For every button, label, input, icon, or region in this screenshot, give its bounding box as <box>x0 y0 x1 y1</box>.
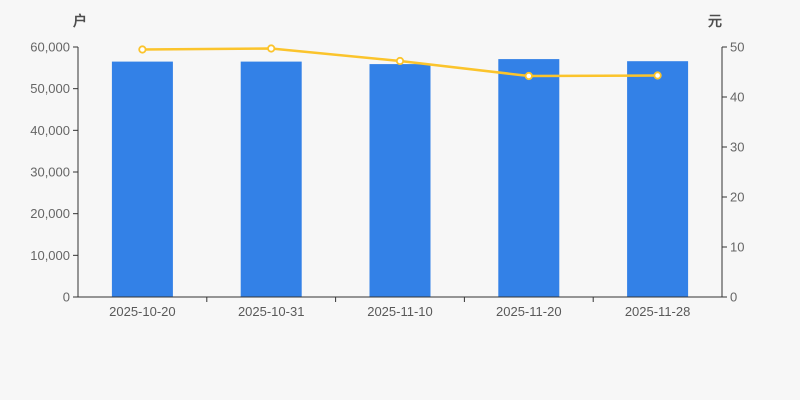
bar[interactable] <box>627 61 689 298</box>
bar[interactable] <box>240 61 302 297</box>
right-axis-tick-label: 20 <box>730 190 744 205</box>
left-axis-tick-label: 60,000 <box>30 40 70 55</box>
x-axis: 2025-10-20 2025-10-31 2025-11-10 2025-11-20… <box>78 296 722 319</box>
left-axis-tick-label: 0 <box>63 290 70 305</box>
bars-group <box>111 59 689 298</box>
x-axis-category-label: 2025-10-20 <box>109 304 176 319</box>
right-axis-tick-label: 50 <box>730 40 744 55</box>
line-point-marker[interactable] <box>267 44 276 53</box>
y-axis-right: 0 10 20 30 40 50 <box>721 40 744 305</box>
line-point-marker[interactable] <box>653 71 662 80</box>
left-axis-unit-label: 户 <box>73 13 87 29</box>
line-point-marker[interactable] <box>138 45 147 54</box>
line-point-marker[interactable] <box>395 56 405 66</box>
line-series-group <box>138 44 662 81</box>
right-axis-unit-label: 元 <box>708 13 722 29</box>
left-axis-tick-label: 50,000 <box>30 81 70 96</box>
y-axis-left: 0 10,000 20,000 30,000 40,000 50,000 60,000 <box>30 40 79 305</box>
left-axis-tick-label: 40,000 <box>30 123 70 138</box>
left-axis-tick-label: 10,000 <box>30 248 70 263</box>
x-axis-category-label: 2025-11-28 <box>625 304 691 319</box>
x-axis-category-label: 2025-11-10 <box>367 304 433 319</box>
bar[interactable] <box>498 59 560 297</box>
right-axis-tick-label: 40 <box>730 90 744 105</box>
left-axis-tick-label: 30,000 <box>30 165 70 180</box>
bar[interactable] <box>369 64 431 297</box>
x-axis-category-label: 2025-11-20 <box>496 304 562 319</box>
left-axis-tick-label: 20,000 <box>30 206 70 221</box>
right-axis-tick-label: 0 <box>730 290 737 305</box>
right-axis-tick-label: 30 <box>730 140 744 155</box>
line-point-marker[interactable] <box>524 71 533 81</box>
x-axis-category-label: 2025-10-31 <box>238 304 305 319</box>
bar[interactable] <box>111 61 173 297</box>
right-axis-tick-label: 10 <box>730 240 744 255</box>
